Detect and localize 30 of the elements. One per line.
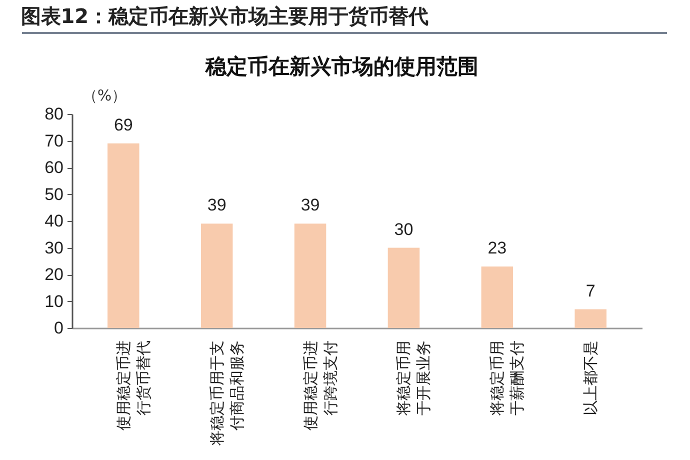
- data-label: 39: [207, 196, 226, 215]
- bar: [294, 224, 326, 328]
- bar: [200, 224, 233, 328]
- y-tick-label: 50: [44, 184, 64, 204]
- x-tick-label: 使用稳定币进行跨境支付: [301, 340, 340, 430]
- x-tick-label: 以上都不是: [582, 340, 600, 416]
- y-tick-label: 0: [54, 318, 64, 338]
- bar: [574, 309, 606, 328]
- bar: [481, 266, 514, 328]
- data-label: 23: [488, 238, 507, 258]
- y-tick-label: 10: [44, 292, 64, 311]
- y-tick-label: 30: [44, 238, 64, 258]
- y-tick-label: 80: [44, 104, 64, 124]
- y-tick-label: 60: [44, 158, 64, 177]
- data-label: 7: [586, 281, 596, 300]
- data-label: 69: [114, 115, 133, 134]
- x-tick-label: 将稳定币用于开展业务: [394, 340, 433, 416]
- y-tick-label: 20: [44, 265, 64, 284]
- data-label: 30: [394, 220, 414, 239]
- chart-subtitle: 稳定币在新兴市场的使用范围: [204, 53, 478, 78]
- chart-title: 图表12：稳定币在新兴市场主要用于货币替代: [20, 4, 429, 28]
- bar: [388, 248, 420, 328]
- x-tick-label: 将稳定币用于薪酬支付: [488, 340, 526, 416]
- y-axis-title: （%）: [82, 86, 127, 104]
- bar: [108, 143, 140, 328]
- data-label: 39: [300, 196, 320, 215]
- x-tick-label: 使用稳定币进行货币替代: [114, 340, 152, 430]
- x-tick-label: 将稳定币用于支付商品和服务: [208, 340, 246, 446]
- y-tick-label: 40: [44, 212, 64, 230]
- y-tick-label: 70: [44, 131, 64, 150]
